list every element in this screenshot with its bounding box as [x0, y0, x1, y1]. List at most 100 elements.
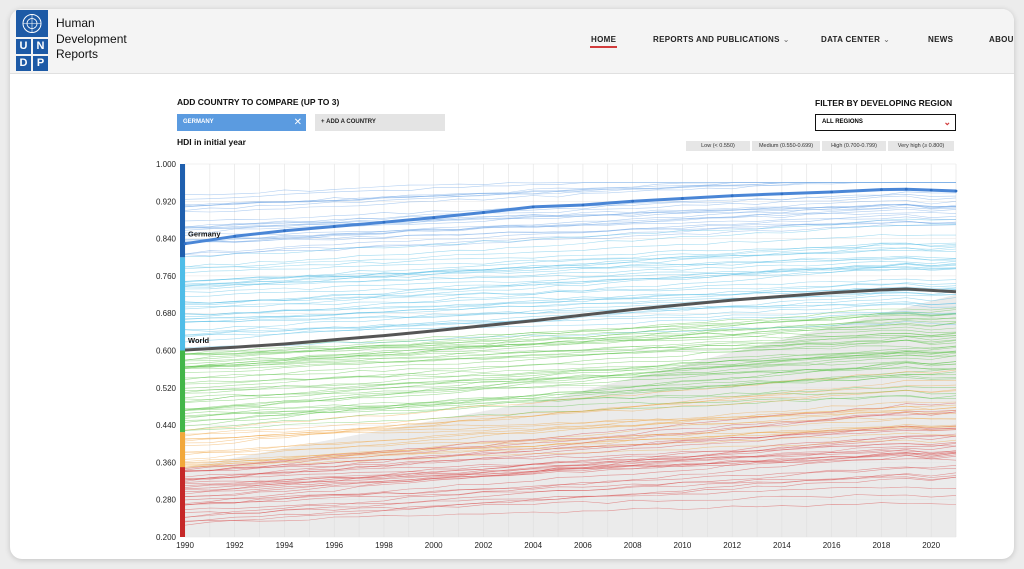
close-icon[interactable]: ✕ — [293, 117, 302, 128]
country-series-line — [184, 247, 957, 287]
app-frame: U N D P Human Development Reports HOME R… — [10, 9, 1014, 559]
logo-letter-d: D — [16, 56, 31, 71]
series-point-germany — [482, 211, 485, 214]
country-series-line — [184, 424, 957, 468]
selected-country-chip[interactable]: GERMANY ✕ — [177, 114, 306, 131]
hdi-line-chart[interactable]: Germany World 0.200 0.280 0.360 0.440 0.520 0.6… — [10, 9, 1014, 559]
nav-reports-and-publications[interactable]: REPORTS AND PUBLICATIONS ⌄ — [653, 35, 790, 44]
hdi-band-bar — [180, 432, 185, 468]
hdi-band-bar — [180, 164, 185, 258]
nav-home[interactable]: HOME — [591, 35, 616, 44]
filter-title: FILTER BY DEVELOPING REGION — [815, 98, 953, 108]
country-series-line — [184, 476, 957, 523]
x-tick-label: 2002 — [475, 541, 493, 550]
legend-very-high[interactable]: Very high (≥ 0.800) — [888, 141, 954, 151]
country-series-line — [184, 182, 956, 213]
country-series-line — [184, 432, 957, 464]
country-series-line — [184, 360, 956, 384]
y-tick-label: 0.440 — [156, 421, 177, 430]
country-series-line — [184, 234, 957, 268]
country-series-line — [184, 278, 957, 304]
nav-about-label: ABOU — [989, 35, 1014, 44]
undp-logo[interactable]: U N D P — [16, 10, 48, 71]
country-series-line — [184, 322, 957, 368]
x-tick-label: 2020 — [922, 541, 940, 550]
x-tick-label: 1992 — [226, 541, 244, 550]
country-series-line — [184, 349, 957, 379]
country-series-line — [184, 346, 957, 402]
legend-medium-label: Medium (0.550-0.699) — [758, 143, 814, 149]
site-header: U N D P Human Development Reports HOME R… — [10, 9, 1014, 74]
series-line-germany — [184, 187, 957, 246]
legend-high-label: High (0.700-0.799) — [831, 143, 877, 149]
add-country-button[interactable]: + ADD A COUNTRY — [315, 114, 445, 131]
country-series-line — [184, 407, 957, 467]
country-series-line — [184, 433, 957, 504]
country-series-line — [184, 454, 957, 518]
country-series-line — [184, 405, 957, 453]
y-tick-label: 0.280 — [156, 496, 177, 505]
series-point-germany — [780, 192, 784, 196]
country-series-line — [184, 379, 957, 446]
country-series-line — [184, 435, 957, 492]
country-series-line — [184, 260, 957, 288]
country-series-line — [184, 466, 957, 506]
y-tick-label: 1.000 — [156, 160, 177, 169]
country-series-line — [184, 443, 957, 472]
chevron-down-icon: ⌄ — [782, 35, 790, 44]
country-series-line — [184, 452, 957, 491]
country-series-line — [184, 321, 957, 349]
country-series-line — [184, 339, 957, 370]
country-series-line — [184, 389, 957, 411]
nav-news[interactable]: NEWS — [928, 35, 953, 44]
country-series-line — [184, 312, 957, 354]
legend-medium[interactable]: Medium (0.550-0.699) — [752, 141, 820, 151]
site-title-line: Development — [56, 31, 127, 46]
country-series-line — [184, 242, 957, 290]
country-series-line — [185, 450, 957, 480]
region-filter-select[interactable]: ALL REGIONS ⌄ — [815, 114, 956, 131]
country-series-line — [185, 429, 957, 479]
active-nav-underline — [590, 46, 617, 48]
y-tick-label: 0.200 — [156, 533, 177, 542]
series-label-world: World — [188, 336, 210, 345]
country-series-line — [184, 411, 957, 481]
country-series-line — [184, 409, 957, 440]
site-title[interactable]: Human Development Reports — [56, 16, 127, 63]
country-series-line — [184, 220, 957, 243]
logo-letter-n: N — [33, 39, 48, 54]
y-tick-label: 0.920 — [156, 197, 177, 206]
x-tick-label: 1998 — [375, 541, 393, 550]
country-series-line — [184, 289, 957, 331]
chevron-down-icon: ⌄ — [883, 35, 891, 44]
country-series-line — [184, 191, 957, 228]
legend-high[interactable]: High (0.700-0.799) — [822, 141, 886, 151]
legend-low[interactable]: Low (< 0.550) — [686, 141, 750, 151]
country-series-line — [184, 212, 957, 240]
nav-news-label: NEWS — [928, 35, 954, 44]
country-series-line — [184, 345, 957, 367]
x-tick-label: 2014 — [773, 541, 791, 550]
hdi-initial-year-label: HDI in initial year — [177, 137, 246, 147]
country-series-line — [184, 216, 957, 236]
country-series-line — [184, 369, 957, 431]
country-series-line — [184, 303, 957, 336]
country-series-line — [184, 302, 957, 323]
nav-data-center[interactable]: DATA CENTER ⌄ — [821, 35, 890, 44]
country-series-line — [184, 410, 957, 469]
country-series-line — [184, 204, 956, 234]
country-series-line — [184, 375, 957, 414]
country-series-line — [184, 242, 957, 269]
series-point-germany — [233, 234, 237, 238]
country-series-line — [184, 288, 957, 308]
country-series-line — [184, 374, 957, 419]
country-series-line — [184, 355, 957, 411]
country-series-line — [184, 320, 957, 356]
nav-about[interactable]: ABOU — [989, 35, 1014, 44]
series-point-germany — [283, 229, 286, 233]
country-series-line — [184, 367, 957, 391]
country-series-line — [184, 182, 956, 196]
country-series-line — [184, 458, 957, 485]
series-point-germany — [830, 190, 834, 194]
country-series-line — [184, 267, 957, 293]
